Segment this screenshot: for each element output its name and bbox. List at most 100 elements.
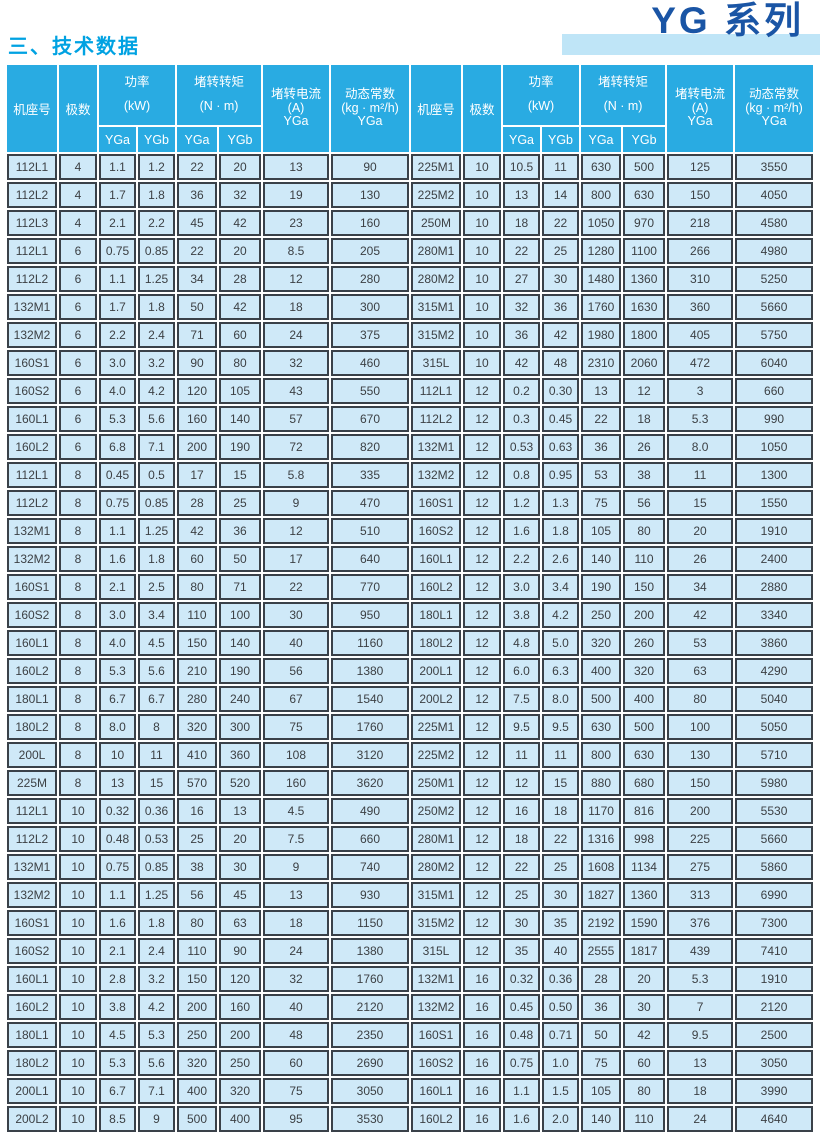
value-cell: 12 [463,630,502,656]
value-cell: 5750 [735,322,814,348]
value-cell: 400 [177,1078,217,1104]
value-cell: 630 [623,742,666,768]
value-cell: 2120 [735,994,814,1020]
value-cell: 1.2 [138,154,175,180]
value-cell: 520 [219,770,262,796]
value-cell: 1.25 [138,266,175,292]
value-cell: 26 [623,434,666,460]
value-cell: 120 [177,378,217,404]
value-cell: 0.85 [138,854,175,880]
frame-cell: 132M1 [7,854,57,880]
dynamic-unit: (kg · m²/h) [745,100,803,115]
value-cell: 28 [177,490,217,516]
value-cell: 1380 [331,658,410,684]
value-cell: 1817 [623,938,666,964]
frame-cell: 112L1 [7,154,57,180]
value-cell: 250 [177,1022,217,1048]
value-cell: 0.85 [138,238,175,264]
value-cell: 45 [219,882,262,908]
value-cell: 150 [667,770,734,796]
value-cell: 3620 [331,770,410,796]
value-cell: 2350 [331,1022,410,1048]
frame-cell: 225M1 [411,714,462,740]
value-cell: 190 [219,658,262,684]
value-cell: 4.5 [138,630,175,656]
value-cell: 2.6 [542,546,580,572]
value-cell: 105 [219,378,262,404]
value-cell: 13 [219,798,262,824]
value-cell: 50 [219,546,262,572]
frame-cell: 160L1 [411,546,462,572]
value-cell: 13 [263,154,330,180]
value-cell: 42 [219,294,262,320]
value-cell: 880 [581,770,622,796]
value-cell: 36 [177,182,217,208]
value-cell: 820 [331,434,410,460]
value-cell: 1.1 [99,882,136,908]
table-row: 160L1 10 2.8 3.2 150 120 32 1760 132M1 16 0.32 0.36… [7,966,814,992]
value-cell: 5530 [735,798,814,824]
value-cell: 11 [503,742,541,768]
frame-cell: 180L2 [7,714,57,740]
value-cell: 3.4 [138,602,175,628]
current-variant: YGa [687,114,713,129]
value-cell: 1316 [581,826,622,852]
frame-cell: 180L2 [7,1050,57,1076]
value-cell: 24 [263,938,330,964]
current-variant: YGa [283,114,309,129]
value-cell: 10 [463,266,502,292]
value-cell: 12 [263,266,330,292]
value-cell: 90 [219,938,262,964]
value-cell: 4.2 [542,602,580,628]
frame-cell: 112L2 [7,490,57,516]
value-cell: 17 [177,462,217,488]
value-cell: 22 [503,238,541,264]
table-row: 112L2 8 0.75 0.85 28 25 9 470 160S1 12 1.2 1.3 75 56 1… [7,490,814,516]
value-cell: 225 [667,826,734,852]
value-cell: 20 [219,826,262,852]
value-cell: 400 [219,1106,262,1132]
value-cell: 38 [623,462,666,488]
frame-cell: 200L2 [411,686,462,712]
value-cell: 998 [623,826,666,852]
frame-cell: 112L2 [7,182,57,208]
value-cell: 38 [177,854,217,880]
value-cell: 12 [463,826,502,852]
value-cell: 25 [219,490,262,516]
value-cell: 20 [219,154,262,180]
value-cell: 4.0 [99,630,136,656]
value-cell: 80 [623,1078,666,1104]
value-cell: 22 [542,826,580,852]
value-cell: 8 [59,658,97,684]
value-cell: 15 [542,770,580,796]
value-cell: 5.6 [138,406,175,432]
value-cell: 12 [463,462,502,488]
value-cell: 110 [177,938,217,964]
value-cell: 27 [503,266,541,292]
value-cell: 250 [581,602,622,628]
frame-cell: 160L2 [7,658,57,684]
table-row: 160L2 10 3.8 4.2 200 160 40 2120 132M2 16 0.45 0.50… [7,994,814,1020]
value-cell: 630 [581,714,622,740]
value-cell: 10 [463,238,502,264]
value-cell: 30 [542,882,580,908]
value-cell: 400 [581,658,622,684]
value-cell: 60 [177,546,217,572]
value-cell: 5040 [735,686,814,712]
value-cell: 36 [503,322,541,348]
value-cell: 5980 [735,770,814,796]
frame-cell: 315M1 [411,294,462,320]
value-cell: 5660 [735,294,814,320]
value-cell: 57 [263,406,330,432]
value-cell: 4290 [735,658,814,684]
value-cell: 10 [463,350,502,376]
value-cell: 30 [623,994,666,1020]
value-cell: 12 [463,770,502,796]
current-unit: (A) [691,100,709,115]
value-cell: 1380 [331,938,410,964]
frame-cell: 160S1 [7,574,57,600]
value-cell: 1760 [331,966,410,992]
value-cell: 490 [331,798,410,824]
value-cell: 8 [59,462,97,488]
value-cell: 56 [623,490,666,516]
